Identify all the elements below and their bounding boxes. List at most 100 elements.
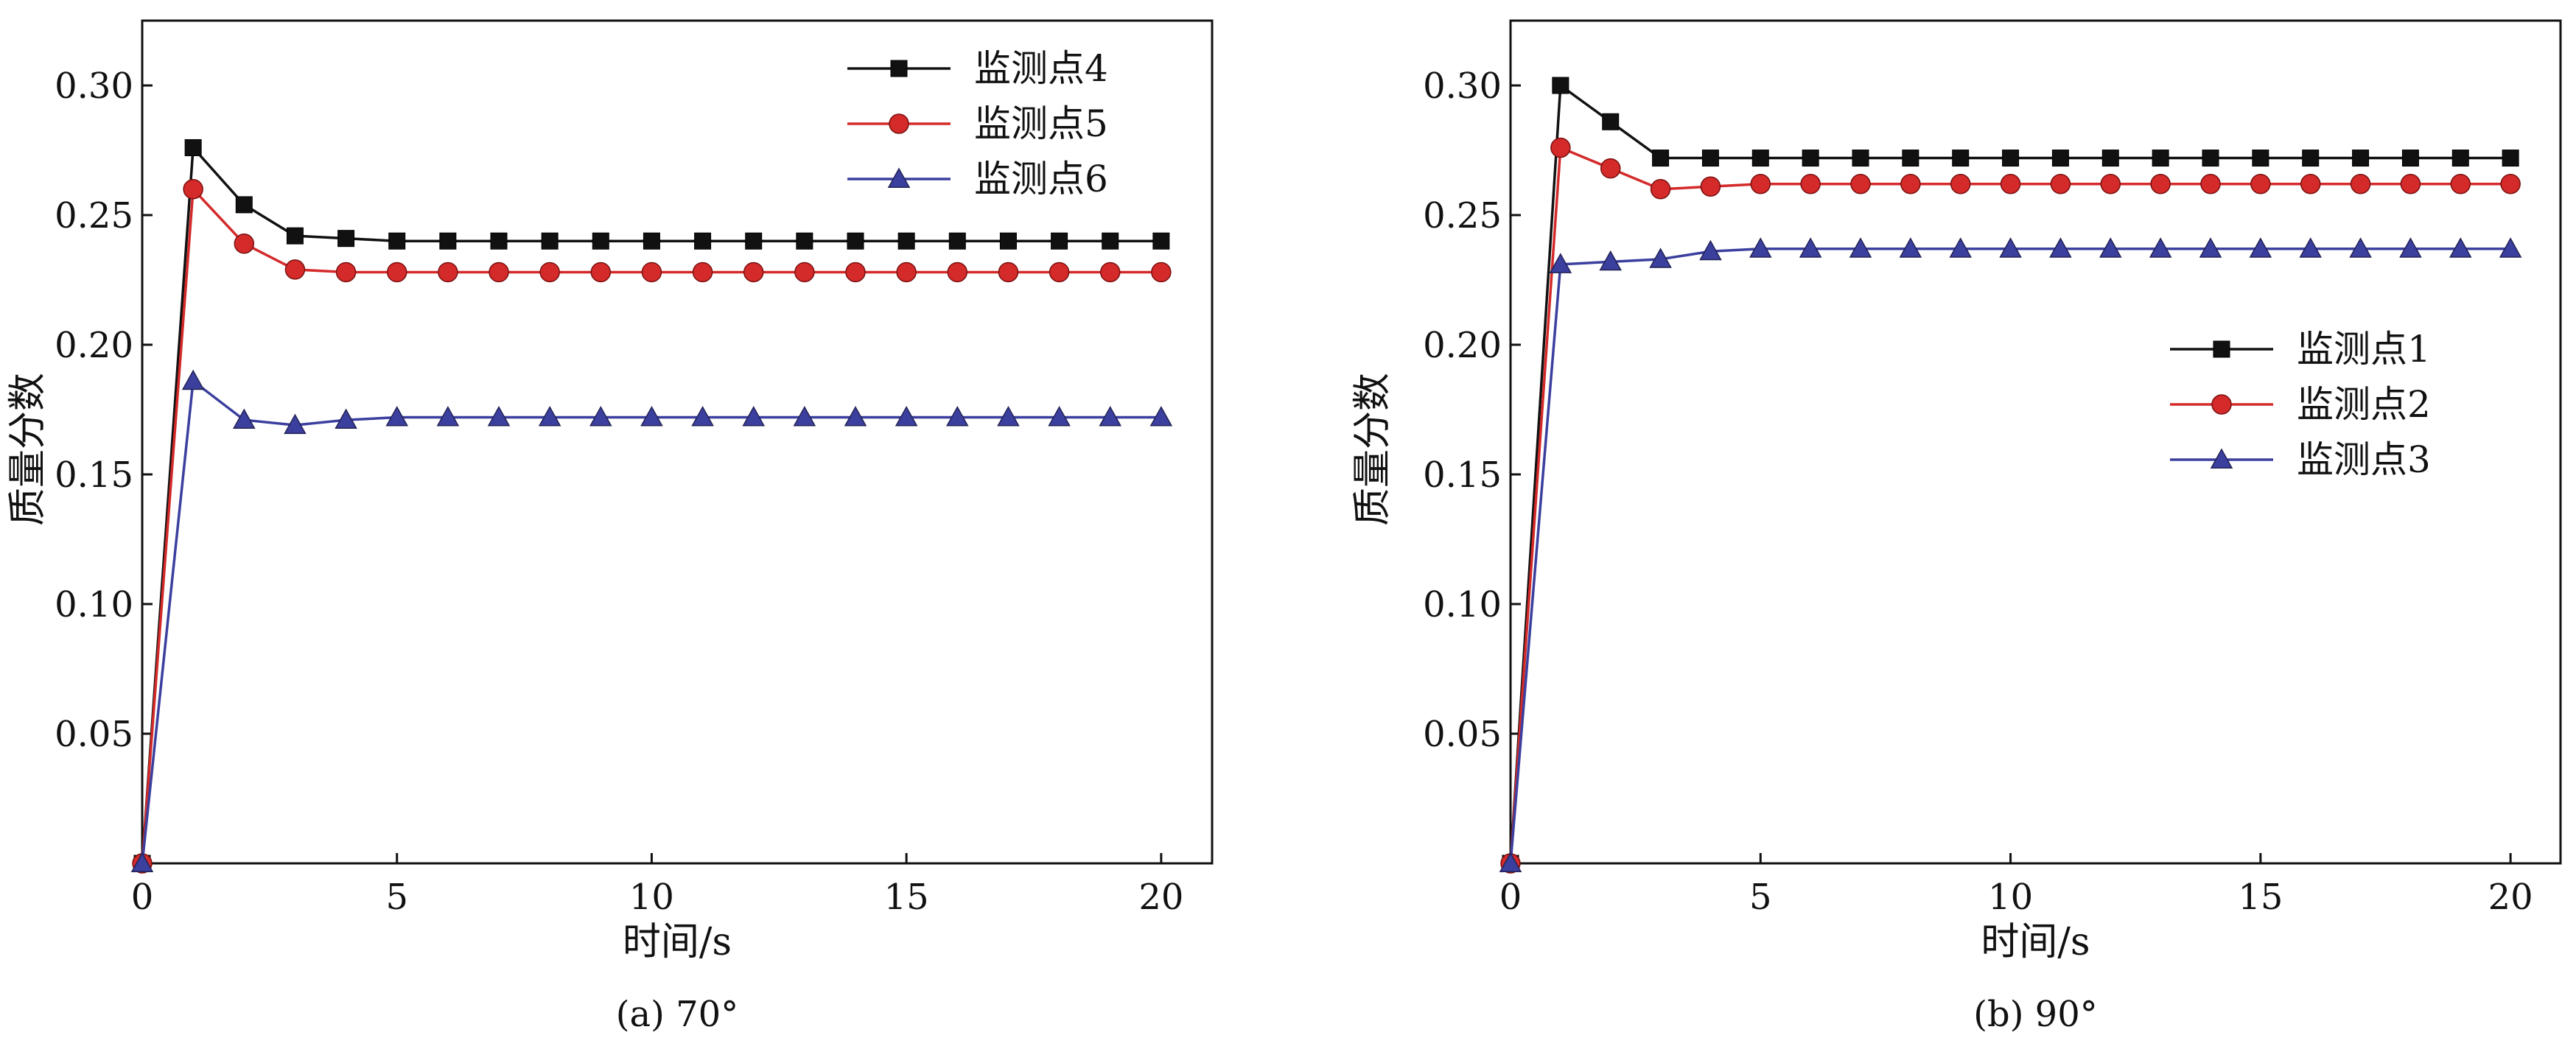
data-point xyxy=(1902,150,1919,167)
x-tick-label: 15 xyxy=(884,877,929,918)
data-point xyxy=(284,413,307,435)
data-point xyxy=(896,262,917,283)
data-point xyxy=(2450,174,2471,194)
data-point xyxy=(181,369,205,390)
data-point xyxy=(1800,174,1821,194)
legend-label: 监测点2 xyxy=(2297,383,2431,426)
y-axis-label: 质量分数 xyxy=(6,373,50,526)
data-point xyxy=(489,262,509,283)
data-point xyxy=(1699,239,1722,261)
data-point xyxy=(286,227,304,245)
y-tick-label: 0.25 xyxy=(55,195,133,236)
data-point xyxy=(2051,150,2069,167)
data-point xyxy=(2350,174,2371,194)
data-point xyxy=(592,232,609,250)
data-point xyxy=(844,406,867,427)
data-point xyxy=(845,262,866,283)
data-point xyxy=(541,232,559,250)
data-point xyxy=(1649,248,1672,268)
data-point xyxy=(1949,237,1972,258)
data-point xyxy=(2349,237,2372,258)
data-point xyxy=(1850,174,1871,194)
data-point xyxy=(2002,150,2020,167)
data-point xyxy=(2049,237,2072,258)
data-point xyxy=(233,408,256,429)
data-point xyxy=(1899,237,1922,258)
data-point xyxy=(847,232,864,250)
data-point xyxy=(999,232,1017,250)
y-tick-label: 0.05 xyxy=(55,714,133,755)
data-point xyxy=(2399,237,2422,258)
data-point xyxy=(1048,406,1071,427)
data-point xyxy=(130,852,154,872)
series-1 xyxy=(133,138,1170,872)
data-point xyxy=(388,232,406,250)
data-point xyxy=(694,232,712,250)
plot-frame xyxy=(141,19,1214,865)
data-point xyxy=(1550,137,1571,158)
data-point xyxy=(1999,237,2022,258)
data-point xyxy=(946,406,969,427)
data-point xyxy=(183,179,203,200)
data-point xyxy=(2249,237,2272,258)
data-point xyxy=(2099,237,2122,258)
panel-caption: (a) 70° xyxy=(616,994,738,1035)
data-point xyxy=(1151,262,1172,283)
y-tick-label: 0.30 xyxy=(1423,66,1502,107)
data-point xyxy=(2300,174,2321,194)
data-point xyxy=(538,406,561,427)
series-line xyxy=(141,378,1161,864)
data-point xyxy=(439,232,457,250)
legend-label: 监测点6 xyxy=(974,158,1108,200)
data-point xyxy=(284,259,306,280)
data-point xyxy=(643,232,660,250)
x-tick-label: 5 xyxy=(385,877,408,918)
data-point xyxy=(2200,174,2221,194)
legend-label: 监测点5 xyxy=(974,102,1108,145)
data-point xyxy=(1749,237,1772,258)
data-point xyxy=(490,232,508,250)
data-point xyxy=(692,262,713,283)
legend: 监测点4 监测点5 监测点6 xyxy=(847,47,1108,200)
data-point xyxy=(796,232,813,250)
data-point xyxy=(947,262,968,283)
data-point xyxy=(337,230,355,248)
data-point xyxy=(1600,158,1621,179)
x-axis-label: 时间/s xyxy=(1981,920,2090,964)
data-point xyxy=(2250,174,2271,194)
data-point xyxy=(2299,237,2322,258)
y-tick-label: 0.20 xyxy=(55,325,133,366)
chart-panel-a: 0.05 0.10 0.15 0.20 0.25 0.30 0 5 10 15 20 时间/s 质量分数… xyxy=(6,19,1214,1035)
data-point xyxy=(184,138,202,156)
data-point xyxy=(1952,150,1970,167)
y-tick-label: 0.10 xyxy=(55,584,133,625)
data-point xyxy=(1051,232,1068,250)
data-point xyxy=(234,233,255,254)
data-point xyxy=(2150,174,2171,194)
legend-marker xyxy=(889,113,909,134)
y-tick-label: 0.05 xyxy=(1423,714,1502,755)
data-point xyxy=(1750,174,1771,194)
legend-marker xyxy=(2210,448,2233,469)
data-point xyxy=(1751,150,1769,167)
x-axis-label: 时间/s xyxy=(623,920,732,964)
series-line xyxy=(141,144,1161,864)
legend-marker xyxy=(890,60,908,77)
panel-caption: (b) 90° xyxy=(1973,994,2098,1035)
legend-marker xyxy=(887,167,911,188)
data-point xyxy=(794,262,815,283)
data-point xyxy=(1602,113,1620,130)
x-tick-label: 0 xyxy=(1499,877,1522,918)
data-point xyxy=(1849,237,1872,258)
data-point xyxy=(2101,150,2119,167)
data-point xyxy=(335,408,357,429)
data-point xyxy=(487,406,511,427)
data-point xyxy=(1549,253,1572,273)
data-point xyxy=(2202,150,2219,167)
data-point xyxy=(2149,237,2172,258)
data-point xyxy=(2451,150,2469,167)
data-point xyxy=(385,406,408,427)
data-point xyxy=(1900,174,1921,194)
data-point xyxy=(1152,232,1170,250)
